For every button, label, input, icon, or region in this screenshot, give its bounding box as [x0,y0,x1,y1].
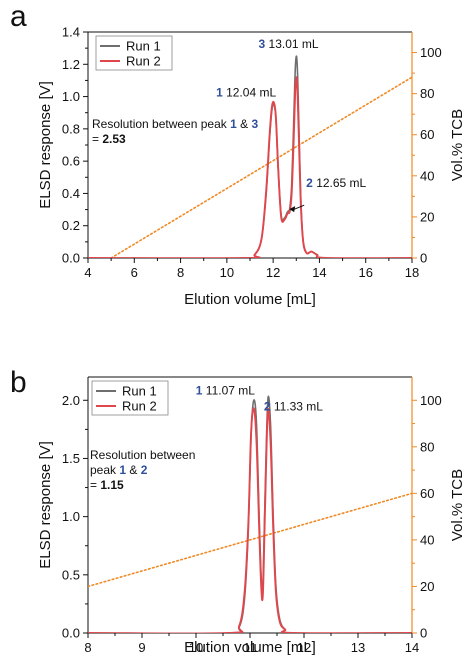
series-gradient-line [110,76,412,258]
y-tick-label: 1.0 [62,89,80,104]
resolution-peak-b: 3 [251,117,258,131]
y-tick-label: 0.4 [62,186,80,201]
resolution-note-amp: & [126,463,141,477]
x-tick-label: 18 [405,265,419,280]
x-tick-label: 12 [266,265,280,280]
y2-tick-label: 80 [420,86,434,101]
series-gradient-line [88,492,412,588]
x-tick-label: 14 [312,265,326,280]
y-tick-label: 0.2 [62,218,80,233]
peak-label: 1 11.07 mL [196,383,255,397]
resolution-note-text: peak [90,463,119,477]
y-tick-label: 1.4 [62,25,80,40]
resolution-note-line: = 1.15 [90,478,124,492]
resolution-note-line: peak 1 & 2 [90,463,148,477]
y-axis-label: ELSD response [V] [37,81,54,209]
x-tick-label: 4 [84,265,91,280]
y2-tick-label: 100 [420,393,442,408]
panel-letter: b [10,366,27,399]
series-line-run-1 [88,395,412,633]
legend-box [95,35,173,71]
resolution-equals: = [92,132,102,146]
y2-axis-label: Vol.% TCB [449,109,466,181]
y2-tick-label: 0 [420,251,427,266]
x-tick-label: 10 [189,640,203,655]
y-tick-label: 1.5 [62,451,80,466]
peak-volume: 11.07 mL [202,383,255,397]
peak-volume: 11.33 mL [271,399,324,413]
peak-label: 2 11.33 mL [264,399,323,413]
peak-label: 3 13.01 mL [259,37,319,51]
y2-tick-label: 100 [420,45,442,60]
legend-entry: Run 1 [126,39,161,54]
legend-entry: Run 1 [122,384,157,399]
panel-letter: a [10,0,27,33]
y-tick-label: 1.2 [62,57,80,72]
resolution-value: 1.15 [100,478,124,492]
peak-volume: 12.65 mL [313,176,367,190]
peak-volume: 13.01 mL [265,37,319,51]
resolution-equals: = [90,478,100,492]
x-tick-label: 9 [138,640,145,655]
resolution-peak-a: 1 [119,463,126,477]
peak-volume: 12.04 mL [223,86,277,100]
peak-number: 3 [259,37,266,51]
legend-box [91,380,169,416]
peak-number: 2 [264,399,271,413]
x-tick-label: 10 [220,265,234,280]
y2-tick-label: 20 [420,579,434,594]
resolution-value: 2.53 [102,132,126,146]
y-tick-label: 2.0 [62,393,80,408]
x-axis-label: Elution volume [mL] [184,639,316,656]
resolution-note-line: Resolution between peak 1 & 3 [92,117,258,131]
legend-entry: Run 2 [122,399,157,414]
y2-tick-label: 20 [420,209,434,224]
y-tick-label: 0.0 [62,626,80,641]
peak-number: 1 [216,86,223,100]
resolution-note-line: = 2.53 [92,132,126,146]
peak-label: 2 12.65 mL [306,176,366,190]
resolution-note-amp: & [237,117,252,131]
series-line-run-2 [88,407,412,633]
y-axis-label: ELSD response [V] [37,441,54,569]
y2-axis-label: Vol.% TCB [449,469,466,541]
peak-arrow-head [289,206,296,213]
series-group [88,55,412,258]
y2-tick-label: 0 [420,626,427,641]
series-line-run-2 [88,76,412,258]
resolution-note-line: Resolution between [90,448,195,462]
y2-tick-label: 60 [420,127,434,142]
x-tick-label: 6 [131,265,138,280]
y2-tick-label: 40 [420,532,434,547]
y2-tick-label: 40 [420,168,434,183]
x-tick-label: 16 [358,265,372,280]
y-tick-label: 0.0 [62,251,80,266]
y-tick-label: 0.6 [62,154,80,169]
series-group [88,395,412,633]
legend-entry: Run 2 [126,54,161,69]
resolution-peak-a: 1 [230,117,237,131]
y-tick-label: 0.8 [62,121,80,136]
chart-panel-a: a4 6 8 10 12 14 16 180.00.20.40.60.81.01.21.402… [10,0,466,308]
y2-tick-label: 60 [420,486,434,501]
peak-arrow-shaft [292,204,305,211]
x-tick-label: 8 [177,265,184,280]
y-tick-label: 0.5 [62,567,80,582]
x-axis-label: Elution volume [mL] [184,291,316,308]
x-tick-label: 13 [351,640,365,655]
y-tick-label: 1.0 [62,509,80,524]
x-tick-label: 11 [243,640,257,655]
peak-label: 1 12.04 mL [216,86,276,100]
x-tick-label: 8 [84,640,91,655]
peak-number: 1 [196,383,203,397]
resolution-note-text: Resolution between peak [92,117,230,131]
x-tick-label: 14 [405,640,419,655]
y2-tick-label: 80 [420,439,434,454]
peak-number: 2 [306,176,313,190]
x-tick-label: 12 [297,640,311,655]
resolution-peak-b: 2 [141,463,148,477]
chart-panel-b: b8 9 10 11 12 13 140.00.51.01.52.0020406080100… [10,366,466,656]
